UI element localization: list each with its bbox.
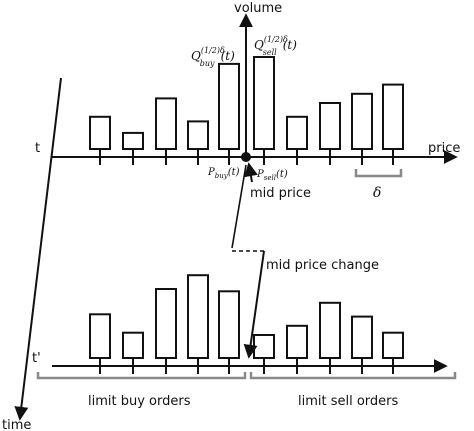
limit-buy-bracket bbox=[36, 372, 247, 380]
t-prime-buy-bar-3 bbox=[155, 288, 177, 359]
delta-bracket bbox=[354, 169, 403, 178]
t-prime-buy-bar-4 bbox=[187, 274, 209, 360]
order-bars-t-prime bbox=[89, 274, 404, 374]
t-sell-bar-5 bbox=[382, 83, 404, 150]
mid-price-label: mid price bbox=[250, 186, 311, 201]
time-label: time bbox=[2, 418, 31, 431]
t-sell-bar-2 bbox=[286, 115, 308, 151]
q-sell-label: Q(1/2)δ sell(t) bbox=[254, 35, 297, 57]
t-buy-bar-2 bbox=[122, 131, 144, 150]
q-buy-label: Q(1/2)δ buy(t) bbox=[191, 46, 235, 68]
mid-price-change-arrow bbox=[243, 250, 265, 359]
t-buy-bar-1 bbox=[89, 115, 111, 151]
t-sell-bar-4 bbox=[351, 92, 373, 151]
p-buy-label: Pbuy(t) bbox=[207, 167, 240, 180]
t-sell-bar-1 bbox=[253, 56, 275, 150]
t-buy-bar-5 bbox=[218, 62, 240, 150]
order-bars-t bbox=[89, 56, 404, 165]
t-prime-sell-bar-3 bbox=[319, 301, 341, 359]
t-prime-sell-bar-5 bbox=[382, 331, 404, 360]
limit-buy-label: limit buy orders bbox=[88, 394, 191, 409]
p-sell-label: Psell(t) bbox=[256, 169, 288, 182]
delta-label: δ bbox=[373, 185, 381, 201]
limit-sell-bracket bbox=[249, 372, 457, 380]
price-label: price bbox=[428, 141, 460, 156]
t-buy-bar-3 bbox=[155, 97, 177, 150]
volume-label: volume bbox=[234, 1, 282, 16]
t-prime-sell-bar-2 bbox=[286, 324, 308, 359]
t-prime-buy-bar-1 bbox=[89, 313, 111, 359]
time-axis bbox=[14, 77, 62, 421]
mid-price-arrow bbox=[244, 162, 258, 183]
limit-sell-label: limit sell orders bbox=[298, 394, 399, 409]
t-prime-buy-bar-2 bbox=[122, 331, 144, 360]
mid-price-change-label: mid price change bbox=[266, 258, 379, 273]
time-t-prime-label: t' bbox=[32, 351, 41, 366]
t-prime-sell-bar-4 bbox=[351, 315, 373, 360]
t-buy-bar-4 bbox=[187, 120, 209, 151]
time-t-label: t bbox=[35, 141, 40, 156]
mid-price-dot bbox=[241, 152, 251, 162]
t-prime-buy-bar-5 bbox=[218, 290, 240, 359]
mid-price-change-line bbox=[231, 164, 247, 249]
t-sell-bar-3 bbox=[319, 102, 341, 150]
t-prime-sell-bar-1 bbox=[253, 334, 275, 359]
